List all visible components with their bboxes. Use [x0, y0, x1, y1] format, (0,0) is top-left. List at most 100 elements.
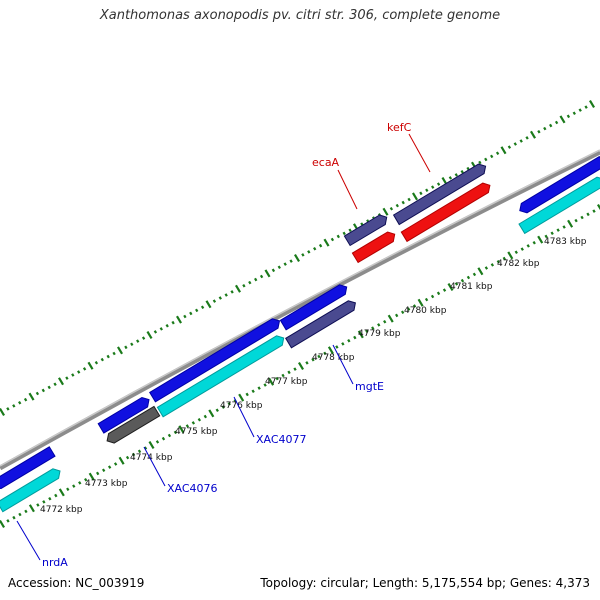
- outer-tick: [116, 346, 124, 355]
- gene-leader-line: [16, 520, 41, 561]
- inner-tick: [66, 487, 70, 492]
- inner-tick: [562, 225, 566, 229]
- outer-tick: [525, 136, 529, 140]
- inner-tick: [490, 263, 495, 267]
- outer-tick: [259, 274, 264, 279]
- inner-tick: [161, 436, 166, 441]
- inner-tick: [596, 204, 600, 211]
- accession-text: Accession: NC_003919: [8, 576, 145, 590]
- outer-tick: [519, 139, 523, 143]
- scale-label: 4781 kbp: [450, 282, 493, 292]
- outer-tick: [218, 296, 222, 300]
- inner-tick: [131, 452, 136, 457]
- outer-tick: [242, 283, 246, 288]
- inner-tick: [6, 519, 10, 523]
- outer-tick: [106, 354, 110, 359]
- inner-tick: [406, 307, 411, 311]
- inner-tick: [327, 346, 334, 355]
- outer-tick: [47, 385, 51, 390]
- inner-tick: [532, 240, 536, 245]
- gene-arrow: [351, 231, 396, 264]
- outer-tick: [330, 237, 335, 242]
- inner-tick: [357, 330, 364, 339]
- outer-tick: [448, 176, 453, 180]
- inner-tick: [520, 247, 524, 251]
- outer-tick: [6, 407, 10, 411]
- inner-tick: [28, 504, 35, 513]
- inner-tick: [567, 219, 574, 228]
- outer-tick: [41, 388, 45, 393]
- outer-tick: [65, 376, 69, 380]
- inner-tick: [48, 496, 52, 501]
- inner-tick: [460, 278, 465, 283]
- inner-tick: [507, 251, 514, 260]
- inner-tick: [323, 351, 327, 356]
- outer-tick: [500, 146, 507, 155]
- page-title: Xanthomonas axonopodis pv. citri str. 30…: [99, 8, 501, 23]
- gene-arrow: [149, 318, 281, 403]
- inner-tick: [526, 244, 530, 248]
- outer-tick: [212, 299, 217, 303]
- inner-tick: [251, 389, 255, 394]
- inner-tick: [0, 520, 6, 528]
- scale-label: 4772 kbp: [40, 505, 83, 515]
- outer-tick: [490, 154, 494, 159]
- outer-tick: [495, 151, 500, 156]
- gene-label-kefC: kefC: [387, 121, 412, 134]
- inner-tick: [477, 267, 484, 276]
- scale-labels: 4772 kbp 4773 kbp 4774 kbp 4775 kbp 4776 kbp…: [40, 237, 587, 515]
- outer-tick: [146, 331, 153, 339]
- gene-labels: nrdA XAC4076 XAC4077 mgtE ecaA kefC: [16, 121, 431, 569]
- inner-tick: [245, 392, 249, 397]
- inner-tick: [24, 509, 28, 514]
- gene-label-nrdA: nrdA: [42, 556, 68, 569]
- inner-tick: [155, 440, 160, 444]
- gene-label-XAC4076: XAC4076: [167, 482, 218, 495]
- inner-tick: [78, 481, 82, 485]
- inner-tick: [365, 329, 369, 334]
- outer-tick: [289, 259, 293, 263]
- outer-tick: [153, 330, 158, 334]
- gene-arrow: [279, 284, 348, 331]
- gene-label-ecaA: ecaA: [312, 156, 340, 169]
- outer-tick: [318, 243, 323, 248]
- outer-tick: [189, 311, 193, 316]
- outer-tick: [124, 345, 128, 350]
- inner-tick: [424, 297, 429, 302]
- outer-tick: [537, 129, 541, 134]
- gene-leader-line: [233, 396, 255, 438]
- inner-tick: [377, 323, 381, 327]
- outer-tick: [342, 231, 346, 236]
- inner-tick: [173, 430, 178, 435]
- outer-tick: [277, 265, 281, 270]
- inner-tick: [574, 218, 578, 223]
- outer-tick: [159, 327, 163, 331]
- outer-tick: [28, 392, 35, 401]
- scale-label: 4779 kbp: [358, 329, 401, 339]
- outer-tick: [112, 351, 116, 356]
- gene-arrow: [519, 155, 600, 214]
- outer-tick: [323, 238, 330, 247]
- outer-tick: [572, 111, 576, 116]
- inner-tick: [297, 362, 305, 370]
- inner-tick: [417, 298, 424, 307]
- outer-tick: [478, 160, 482, 165]
- scale-label: 4775 kbp: [175, 427, 218, 437]
- outer-tick: [436, 182, 441, 186]
- outer-tick: [12, 404, 16, 408]
- inner-tick: [395, 313, 399, 318]
- outer-tick: [419, 191, 423, 196]
- outer-tick: [566, 114, 571, 119]
- outer-tick: [234, 284, 242, 293]
- outer-tick: [401, 200, 405, 205]
- outer-tick: [71, 373, 75, 377]
- outer-tick: [264, 269, 271, 278]
- scale-label: 4777 kbp: [265, 377, 308, 387]
- inner-tick: [96, 471, 100, 476]
- inner-tick: [88, 472, 95, 481]
- outer-tick: [254, 277, 258, 282]
- inner-tick: [353, 335, 357, 340]
- outer-tick: [87, 361, 94, 370]
- scale-label: 4774 kbp: [130, 453, 173, 463]
- gene-leader-line: [408, 133, 431, 173]
